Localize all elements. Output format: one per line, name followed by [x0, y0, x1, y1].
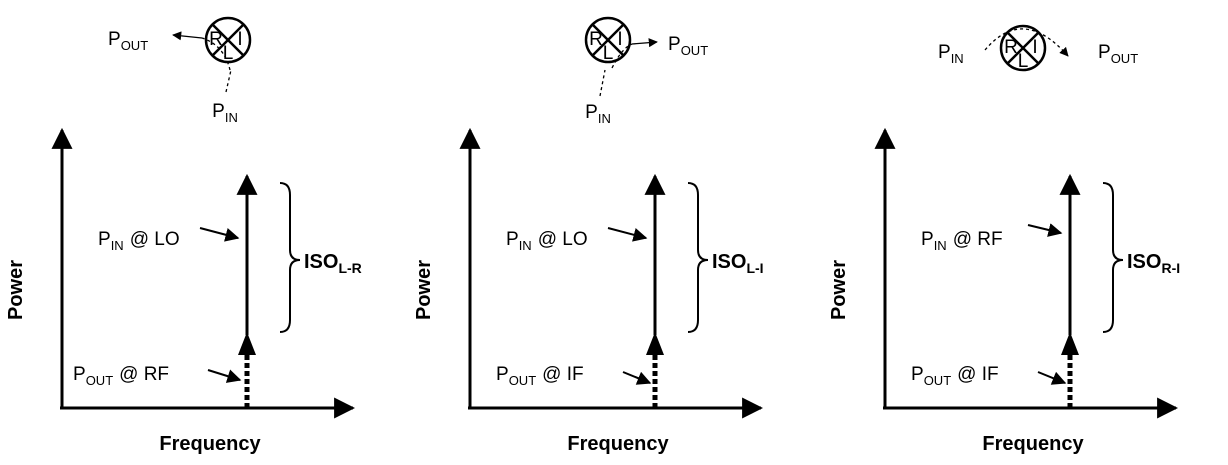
label-base: ISO: [304, 251, 338, 273]
out-label: POUT: [668, 34, 708, 58]
label-rest: @ RF: [953, 229, 1003, 250]
lower-label: POUT @ RF: [73, 364, 169, 388]
mixer-cross: [591, 23, 625, 57]
mixer-port: L: [603, 43, 614, 64]
iso-bracket: [687, 182, 709, 333]
label-base: P: [73, 364, 86, 385]
y-axis-label: Power: [828, 260, 850, 320]
mixer-port: R: [209, 29, 223, 50]
leak-arrowhead: [238, 332, 256, 355]
label-sub: IN: [225, 110, 238, 125]
iso-label: ISOL-R: [304, 251, 362, 276]
mixer-cross: [1006, 31, 1040, 65]
out-label: POUT: [108, 29, 148, 53]
label-arrow: [199, 227, 240, 242]
label-base: ISO: [712, 251, 746, 273]
label-sub: IN: [598, 111, 611, 126]
out-label: POUT: [1098, 42, 1138, 66]
label-arrow: [622, 371, 652, 385]
lower-label: POUT @ IF: [496, 364, 584, 388]
label-base: P: [921, 229, 934, 250]
label-arrow: [1027, 223, 1063, 237]
signal-arrow: [599, 69, 606, 97]
mixer-port: L: [1018, 51, 1029, 72]
in-label: PIN: [938, 42, 964, 66]
label-base: P: [1098, 42, 1111, 63]
signal-arrow: [611, 43, 633, 69]
signal-arrow: [225, 69, 232, 93]
label-rest: @ RF: [119, 364, 169, 385]
upper-label: PIN @ RF: [921, 229, 1003, 253]
leak-arrowhead: [1061, 332, 1079, 355]
iso-label: ISOR-I: [1127, 251, 1180, 276]
label-base: P: [212, 101, 225, 122]
label-arrow: [1037, 371, 1067, 385]
label-sub: IN: [111, 238, 124, 253]
label-base: P: [911, 364, 924, 385]
label-base: P: [585, 102, 598, 123]
label-sub: OUT: [1111, 51, 1139, 66]
y-axis-label: Power: [413, 260, 435, 320]
signal-arrow: [172, 31, 203, 41]
label-base: P: [108, 29, 121, 50]
in-label: PIN: [585, 102, 611, 126]
label-arrow: [207, 369, 242, 383]
label-sub: OUT: [121, 38, 149, 53]
label-sub: L-R: [338, 260, 361, 276]
signal-arrow: [631, 38, 658, 48]
label-base: P: [496, 364, 509, 385]
in-label: PIN: [212, 101, 238, 125]
label-rest: @ LO: [538, 229, 588, 250]
label-base: P: [506, 229, 519, 250]
label-sub: OUT: [924, 373, 952, 388]
label-base: ISO: [1127, 251, 1161, 273]
x-axis-label: Frequency: [159, 433, 261, 455]
mixer-port: R: [589, 29, 603, 50]
label-rest: @ LO: [130, 229, 180, 250]
iso-bracket: [279, 182, 301, 333]
label-sub: OUT: [86, 373, 114, 388]
label-sub: L-I: [746, 260, 763, 276]
label-base: P: [668, 34, 681, 55]
label-arrow: [607, 227, 648, 242]
label-base: P: [98, 229, 111, 250]
mixer-port: I: [617, 29, 622, 50]
label-base: P: [938, 42, 951, 63]
x-axis-label: Frequency: [982, 433, 1084, 455]
lower-label: POUT @ IF: [911, 364, 999, 388]
mixer-port: I: [1032, 37, 1037, 58]
iso-bracket: [1102, 182, 1124, 333]
label-sub: IN: [934, 238, 947, 253]
label-rest: @ IF: [542, 364, 583, 385]
upper-label: PIN @ LO: [98, 229, 180, 253]
leak-arrowhead: [646, 332, 664, 355]
mixer-port: L: [223, 43, 234, 64]
y-axis-label: Power: [5, 260, 27, 320]
x-axis-label: Frequency: [567, 433, 669, 455]
label-sub: R-I: [1161, 260, 1180, 276]
iso-label: ISOL-I: [712, 251, 764, 276]
label-sub: IN: [519, 238, 532, 253]
signal-arrow: [984, 28, 1069, 57]
label-sub: OUT: [509, 373, 537, 388]
upper-label: PIN @ LO: [506, 229, 588, 253]
label-sub: OUT: [681, 43, 709, 58]
label-rest: @ IF: [957, 364, 998, 385]
label-sub: IN: [951, 51, 964, 66]
mixer-port: R: [1004, 37, 1018, 58]
mixer-cross: [211, 23, 245, 57]
mixer-port: I: [237, 29, 242, 50]
